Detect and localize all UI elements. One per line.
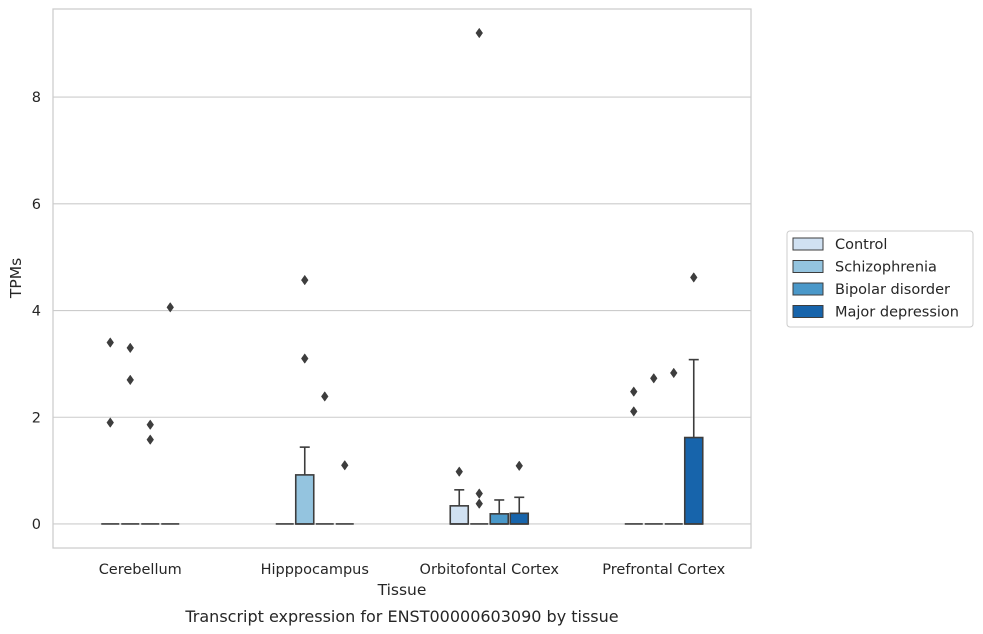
legend: Control Schizophrenia Bipolar disorder Majo…	[786, 230, 974, 328]
box-group	[509, 460, 530, 525]
box-group	[489, 499, 510, 525]
box-group	[161, 302, 180, 525]
outlier-point	[455, 466, 463, 477]
outlier-point	[126, 342, 134, 354]
box-group	[449, 466, 470, 525]
outlier-point	[126, 374, 134, 386]
legend-swatch	[792, 260, 824, 273]
box-body	[294, 474, 315, 525]
legend-item: Control	[792, 237, 887, 253]
outlier-point	[650, 373, 658, 384]
legend-label: Schizophrenia	[835, 260, 937, 276]
x-tick-labels: Cerebellum Hipppocampus Orbitofontal Corte…	[99, 562, 726, 578]
legend-swatch	[792, 305, 824, 318]
outlier-point	[341, 460, 349, 471]
outlier-point	[475, 27, 483, 39]
box-group	[315, 391, 334, 525]
y-tick-label: 0	[32, 517, 41, 533]
box-group	[121, 342, 140, 525]
x-tick-label: Cerebellum	[99, 562, 182, 578]
legend-item: Major depression	[792, 305, 959, 321]
box-group	[470, 27, 489, 525]
legend-label: Bipolar disorder	[835, 282, 950, 298]
legend-frame	[786, 230, 974, 328]
legend-label: Control	[835, 237, 887, 253]
legend-item: Bipolar disorder	[792, 282, 950, 298]
outlier-point	[670, 367, 678, 379]
box-group	[664, 367, 683, 525]
y-tick-label: 4	[32, 304, 41, 320]
legend-item: Schizophrenia	[792, 260, 937, 276]
plot-frame	[52, 8, 752, 549]
box-group	[683, 272, 704, 525]
outlier-point	[106, 417, 114, 428]
outlier-point	[515, 460, 523, 472]
y-tick-label: 6	[32, 197, 41, 213]
box-group	[644, 373, 663, 525]
y-axis-label: TPMs	[7, 258, 25, 299]
legend-items: Control Schizophrenia Bipolar disorder Majo…	[792, 237, 959, 321]
outlier-point	[301, 274, 309, 286]
box-body	[449, 505, 470, 525]
outlier-point	[475, 488, 483, 499]
box-series	[101, 27, 704, 525]
outlier-point	[106, 337, 114, 348]
box-group	[141, 419, 160, 525]
outlier-point	[301, 353, 309, 364]
outlier-point	[166, 302, 174, 313]
outlier-point	[630, 386, 638, 397]
legend-label: Major depression	[835, 305, 959, 321]
legend-swatch	[792, 237, 824, 251]
legend-swatch	[792, 282, 824, 296]
outlier-point	[146, 434, 154, 445]
box-body	[683, 436, 704, 525]
box-group	[335, 460, 354, 525]
box-group	[294, 274, 315, 525]
outlier-point	[321, 391, 329, 402]
x-axis-label: Tissue	[377, 581, 427, 599]
x-tick-label: Hipppocampus	[261, 562, 369, 578]
outlier-point	[475, 498, 483, 509]
box-group	[101, 337, 120, 525]
box-body	[489, 513, 510, 525]
y-tick-label: 8	[32, 90, 41, 106]
outlier-point	[690, 272, 698, 283]
y-tick-label: 2	[32, 410, 41, 426]
box-group	[624, 386, 643, 525]
y-tick-labels: 0 2 4 6 8	[32, 90, 41, 533]
x-tick-label: Orbitofontal Cortex	[420, 562, 560, 578]
box-body	[509, 512, 530, 525]
x-tick-label: Prefrontal Cortex	[602, 562, 725, 578]
outlier-point	[630, 406, 638, 417]
chart-caption: Transcript expression for ENST0000060309…	[184, 607, 618, 626]
plot-background	[53, 9, 751, 548]
outlier-point	[146, 419, 154, 430]
